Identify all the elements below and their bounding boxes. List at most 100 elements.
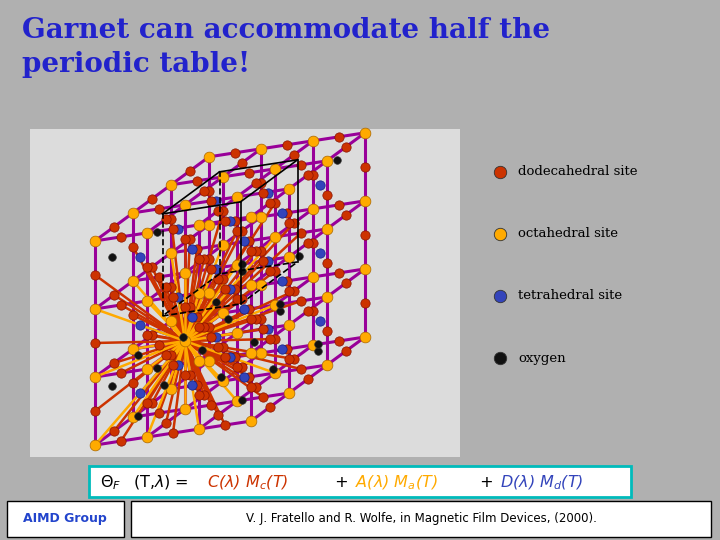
Point: [269, 233, 281, 241]
Point: [141, 399, 153, 407]
Point: [172, 293, 184, 301]
Point: [161, 350, 172, 359]
Point: [161, 418, 172, 427]
Point: [283, 355, 294, 363]
Point: [158, 380, 170, 389]
Point: [359, 265, 371, 273]
Point: [212, 411, 224, 420]
Point: [341, 347, 352, 355]
Point: [288, 287, 300, 295]
Point: [269, 267, 281, 275]
Point: [307, 239, 319, 247]
FancyBboxPatch shape: [30, 129, 460, 457]
Point: [179, 200, 191, 209]
Point: [198, 254, 210, 263]
Point: [302, 375, 314, 383]
Point: [106, 381, 117, 390]
Point: [198, 391, 210, 400]
Point: [262, 325, 274, 333]
Point: [222, 314, 233, 323]
Point: [321, 327, 333, 335]
Point: [217, 241, 229, 249]
Point: [276, 208, 288, 217]
Point: [153, 205, 165, 213]
Point: [167, 429, 179, 437]
Point: [243, 168, 255, 177]
Point: [127, 310, 139, 319]
Point: [108, 359, 120, 367]
Point: [132, 411, 143, 420]
Point: [229, 148, 240, 157]
Point: [224, 217, 235, 225]
Point: [219, 353, 230, 361]
Point: [494, 167, 505, 176]
Point: [288, 151, 300, 159]
Point: [179, 302, 191, 311]
Point: [288, 355, 300, 363]
Point: [134, 389, 145, 397]
Point: [274, 300, 286, 308]
Point: [166, 384, 177, 393]
Point: [359, 231, 371, 239]
Point: [359, 129, 371, 137]
Point: [295, 364, 307, 373]
Point: [333, 268, 345, 277]
Point: [243, 305, 255, 313]
Point: [151, 227, 163, 236]
Point: [267, 364, 279, 373]
Point: [179, 234, 191, 243]
Point: [89, 373, 101, 381]
Point: [231, 397, 243, 406]
Point: [212, 343, 224, 352]
Point: [141, 296, 153, 305]
Text: dodecahedral site: dodecahedral site: [518, 165, 637, 178]
Point: [224, 285, 235, 293]
Point: [321, 225, 333, 233]
Point: [282, 140, 293, 149]
Point: [205, 197, 217, 205]
Point: [217, 173, 229, 181]
Point: [161, 282, 172, 291]
Point: [238, 373, 250, 381]
Point: [269, 199, 281, 207]
Point: [246, 247, 257, 255]
Point: [134, 253, 145, 261]
Point: [193, 357, 204, 366]
Point: [229, 285, 240, 293]
Point: [283, 253, 294, 261]
Point: [255, 179, 266, 187]
Point: [236, 295, 248, 303]
Point: [184, 234, 196, 243]
Point: [333, 336, 345, 345]
Point: [132, 350, 143, 359]
Point: [321, 191, 333, 199]
Point: [243, 237, 255, 245]
Text: D($\lambda$) M$_d$(T): D($\lambda$) M$_d$(T): [500, 473, 583, 491]
Point: [146, 399, 158, 407]
Point: [219, 285, 230, 293]
Point: [494, 230, 505, 238]
Point: [251, 247, 262, 255]
Point: [89, 441, 101, 449]
Point: [89, 407, 101, 415]
Point: [282, 208, 293, 217]
Point: [283, 185, 294, 193]
Point: [115, 233, 127, 241]
Point: [115, 437, 127, 445]
Point: [255, 315, 266, 323]
Point: [359, 299, 371, 307]
Point: [321, 293, 333, 301]
Point: [205, 401, 217, 409]
Point: [255, 247, 266, 255]
Point: [141, 433, 153, 441]
Point: [295, 296, 307, 305]
Point: [269, 165, 281, 173]
Point: [141, 262, 153, 271]
Point: [212, 275, 224, 284]
Point: [321, 157, 333, 165]
Point: [196, 346, 207, 354]
Point: [172, 225, 184, 233]
Point: [236, 259, 248, 268]
Point: [257, 325, 269, 333]
Point: [246, 213, 257, 221]
